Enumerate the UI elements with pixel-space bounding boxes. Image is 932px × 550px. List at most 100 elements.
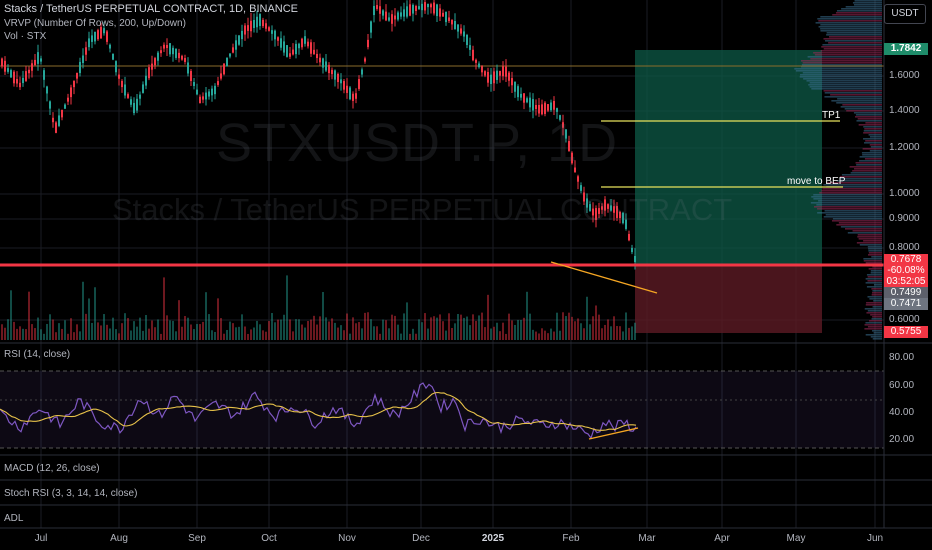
volume-profile-row (842, 104, 882, 106)
volume-profile-row (828, 42, 882, 44)
volume-bar (496, 322, 498, 340)
candle-body (124, 84, 126, 96)
volume-profile-row (824, 96, 882, 98)
volume-bar (289, 319, 291, 340)
candle-body (481, 66, 483, 73)
volume-bar (238, 326, 240, 340)
candle-body (421, 3, 423, 11)
volume-profile-row (872, 330, 882, 332)
volume-bar (541, 328, 543, 340)
volume-bar (385, 320, 387, 340)
candle-body (133, 102, 135, 114)
volume-profile-row (863, 130, 882, 132)
volume-bar (244, 326, 246, 340)
rsi-divergence-line[interactable] (588, 427, 639, 440)
candle-body (67, 97, 69, 102)
volume-bar (379, 333, 381, 340)
candle-body (463, 31, 465, 37)
candle-body (7, 68, 9, 72)
candle-body (547, 104, 549, 111)
volume-profile-row (816, 204, 882, 206)
candle-body (232, 47, 234, 53)
candle-body (559, 115, 561, 120)
candle-body (631, 247, 633, 253)
volume-profile-row (823, 38, 882, 40)
indicator-volume[interactable]: Vol · STX (4, 31, 47, 42)
candle-body (277, 37, 279, 41)
volume-bar (97, 322, 99, 340)
volume-bar (337, 327, 339, 340)
currency-button[interactable]: USDT (884, 4, 926, 24)
volume-profile-row (855, 162, 882, 164)
candle-body (100, 26, 102, 39)
volume-bar (628, 327, 630, 340)
candle-body (451, 19, 453, 25)
volume-profile-row (865, 262, 882, 264)
volume-profile-row (870, 272, 882, 274)
rsi-ma-line (0, 391, 637, 431)
candle-body (151, 63, 153, 70)
volume-profile-row (828, 36, 882, 38)
volume-bar (43, 333, 45, 340)
price-tick: 1.0000 (889, 188, 920, 199)
candle-body (493, 71, 495, 84)
candle-body (550, 102, 552, 111)
volume-profile-row (864, 158, 882, 160)
volume-profile-row (859, 160, 882, 162)
loss-zone[interactable] (635, 265, 822, 333)
volume-bar (397, 324, 399, 340)
rsi-title[interactable]: RSI (14, close) (4, 349, 71, 360)
candle-body (34, 59, 36, 66)
volume-bar (172, 320, 174, 340)
volume-profile-row (808, 84, 882, 86)
volume-profile-row (832, 14, 882, 16)
volume-profile-row (836, 10, 882, 12)
volume-profile-row (818, 20, 882, 22)
candle-body (238, 35, 240, 45)
candle-body (358, 79, 360, 89)
candle-body (514, 81, 516, 92)
volume-bar (376, 326, 378, 340)
candle-body (49, 101, 51, 109)
volume-bar (181, 326, 183, 340)
price-tick: 0.6000 (889, 314, 920, 325)
candle-body (403, 9, 405, 17)
volume-profile-row (868, 254, 882, 256)
price-divergence-line[interactable] (550, 261, 658, 294)
candle-body (247, 25, 249, 31)
indicator-vrvp[interactable]: VRVP (Number Of Rows, 200, Up/Down) (4, 18, 186, 29)
volume-bar (367, 312, 369, 340)
candle-body (163, 44, 165, 49)
stoch-rsi-pane-title[interactable]: Stoch RSI (3, 3, 14, 14, close) (4, 488, 138, 499)
adl-pane-title[interactable]: ADL (4, 513, 24, 524)
candle-body (499, 71, 501, 76)
volume-bar (445, 330, 447, 340)
candle-body (283, 41, 285, 53)
volume-bar (526, 291, 528, 340)
candle-body (121, 80, 123, 88)
volume-profile-row (839, 178, 882, 180)
volume-profile-row (823, 216, 882, 218)
time-tick: Oct (261, 533, 277, 544)
volume-profile-row (866, 286, 882, 288)
volume-profile-row (869, 144, 882, 146)
candle-body (184, 58, 186, 62)
volume-bar (199, 324, 201, 340)
profit-zone[interactable] (635, 50, 822, 265)
candle-body (343, 81, 345, 90)
volume-bar (472, 314, 474, 340)
candle-body (409, 4, 411, 16)
volume-bar (511, 320, 513, 340)
volume-bar (226, 329, 228, 340)
volume-bar (547, 333, 549, 340)
volume-bar (115, 329, 117, 340)
volume-bars (1, 275, 636, 340)
volume-bar (253, 327, 255, 340)
chart-title[interactable]: Stacks / TetherUS PERPETUAL CONTRACT, 1D… (4, 3, 299, 15)
volume-profile-row (823, 48, 882, 50)
stop-price-badge: 0.5755 (884, 326, 928, 338)
volume-profile-row (867, 326, 882, 328)
macd-pane-title[interactable]: MACD (12, 26, close) (4, 463, 100, 474)
volume-profile-row (823, 90, 882, 92)
